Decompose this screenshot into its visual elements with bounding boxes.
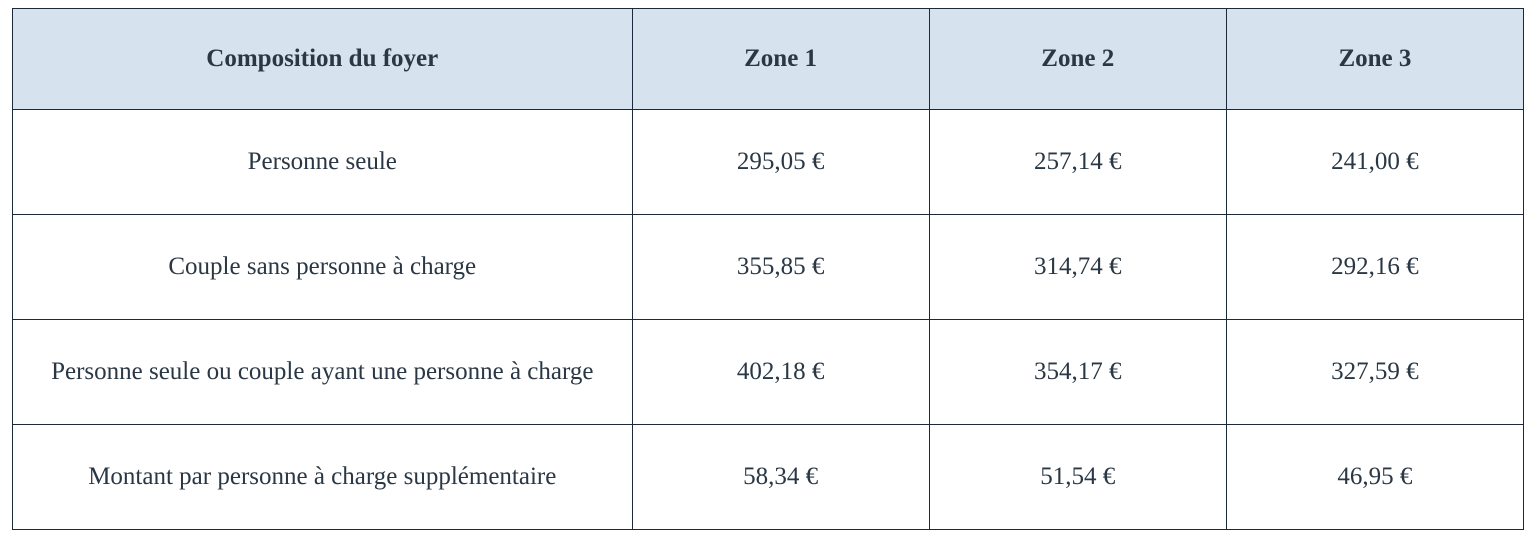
table-row: Couple sans personne à charge 355,85 € 3… bbox=[13, 215, 1524, 320]
col-header-zone1: Zone 1 bbox=[632, 9, 929, 110]
table-row: Montant par personne à charge supplément… bbox=[13, 425, 1524, 530]
cell-zone1: 355,85 € bbox=[632, 215, 929, 320]
table-row: Personne seule ou couple ayant une perso… bbox=[13, 320, 1524, 425]
col-header-composition: Composition du foyer bbox=[13, 9, 633, 110]
cell-zone2: 314,74 € bbox=[929, 215, 1226, 320]
row-label: Montant par personne à charge supplément… bbox=[13, 425, 633, 530]
cell-zone1: 58,34 € bbox=[632, 425, 929, 530]
cell-zone3: 327,59 € bbox=[1226, 320, 1523, 425]
row-label: Personne seule ou couple ayant une perso… bbox=[13, 320, 633, 425]
row-label: Personne seule bbox=[13, 110, 633, 215]
col-header-zone2: Zone 2 bbox=[929, 9, 1226, 110]
row-label: Couple sans personne à charge bbox=[13, 215, 633, 320]
col-header-zone3: Zone 3 bbox=[1226, 9, 1523, 110]
cell-zone1: 295,05 € bbox=[632, 110, 929, 215]
cell-zone3: 292,16 € bbox=[1226, 215, 1523, 320]
table-row: Personne seule 295,05 € 257,14 € 241,00 … bbox=[13, 110, 1524, 215]
cell-zone3: 241,00 € bbox=[1226, 110, 1523, 215]
cell-zone2: 51,54 € bbox=[929, 425, 1226, 530]
table-container: Composition du foyer Zone 1 Zone 2 Zone … bbox=[0, 0, 1536, 538]
table-header-row: Composition du foyer Zone 1 Zone 2 Zone … bbox=[13, 9, 1524, 110]
cell-zone3: 46,95 € bbox=[1226, 425, 1523, 530]
cell-zone2: 354,17 € bbox=[929, 320, 1226, 425]
cell-zone1: 402,18 € bbox=[632, 320, 929, 425]
allowance-table: Composition du foyer Zone 1 Zone 2 Zone … bbox=[12, 8, 1524, 530]
cell-zone2: 257,14 € bbox=[929, 110, 1226, 215]
